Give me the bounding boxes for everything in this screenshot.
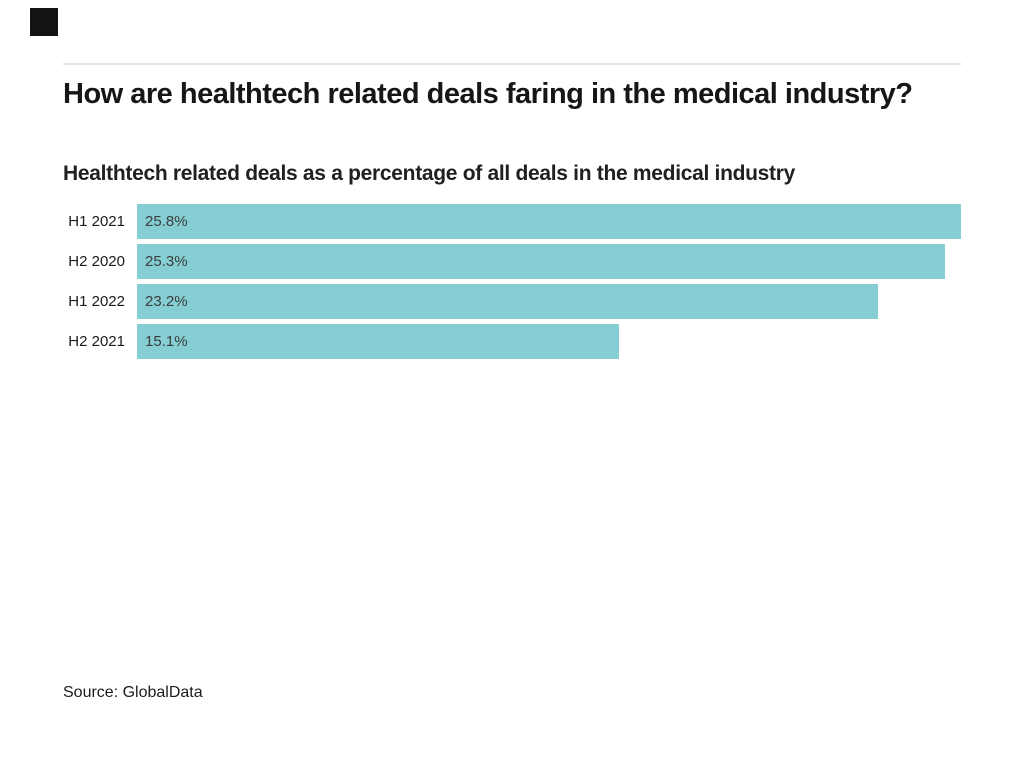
value-label: 25.8% [145,213,188,230]
category-label: H2 2020 [68,253,125,270]
bar: 23.2% [137,284,878,319]
page-title: How are healthtech related deals faring … [63,78,913,110]
value-label: 15.1% [145,333,188,350]
top-divider [63,63,961,65]
bar: 25.3% [137,244,946,279]
chart-row: H1 2022 23.2% [63,284,961,319]
chart-subtitle: Healthtech related deals as a percentage… [63,162,795,185]
value-label: 25.3% [145,253,188,270]
bar-area: 23.2% [137,284,961,319]
bar: 25.8% [137,204,961,239]
logo-mark [30,8,58,36]
category-label: H1 2021 [68,213,125,230]
source-note: Source: GlobalData [63,684,203,701]
category-label: H2 2021 [68,333,125,350]
bar-area: 15.1% [137,324,961,359]
bar-chart: H1 2021 25.8% H2 2020 25.3% H1 2022 23.2… [63,204,961,364]
bar-area: 25.3% [137,244,961,279]
bar: 15.1% [137,324,620,359]
category-label: H1 2022 [68,293,125,310]
chart-row: H2 2020 25.3% [63,244,961,279]
value-label: 23.2% [145,293,188,310]
bar-area: 25.8% [137,204,961,239]
chart-row: H1 2021 25.8% [63,204,961,239]
chart-row: H2 2021 15.1% [63,324,961,359]
